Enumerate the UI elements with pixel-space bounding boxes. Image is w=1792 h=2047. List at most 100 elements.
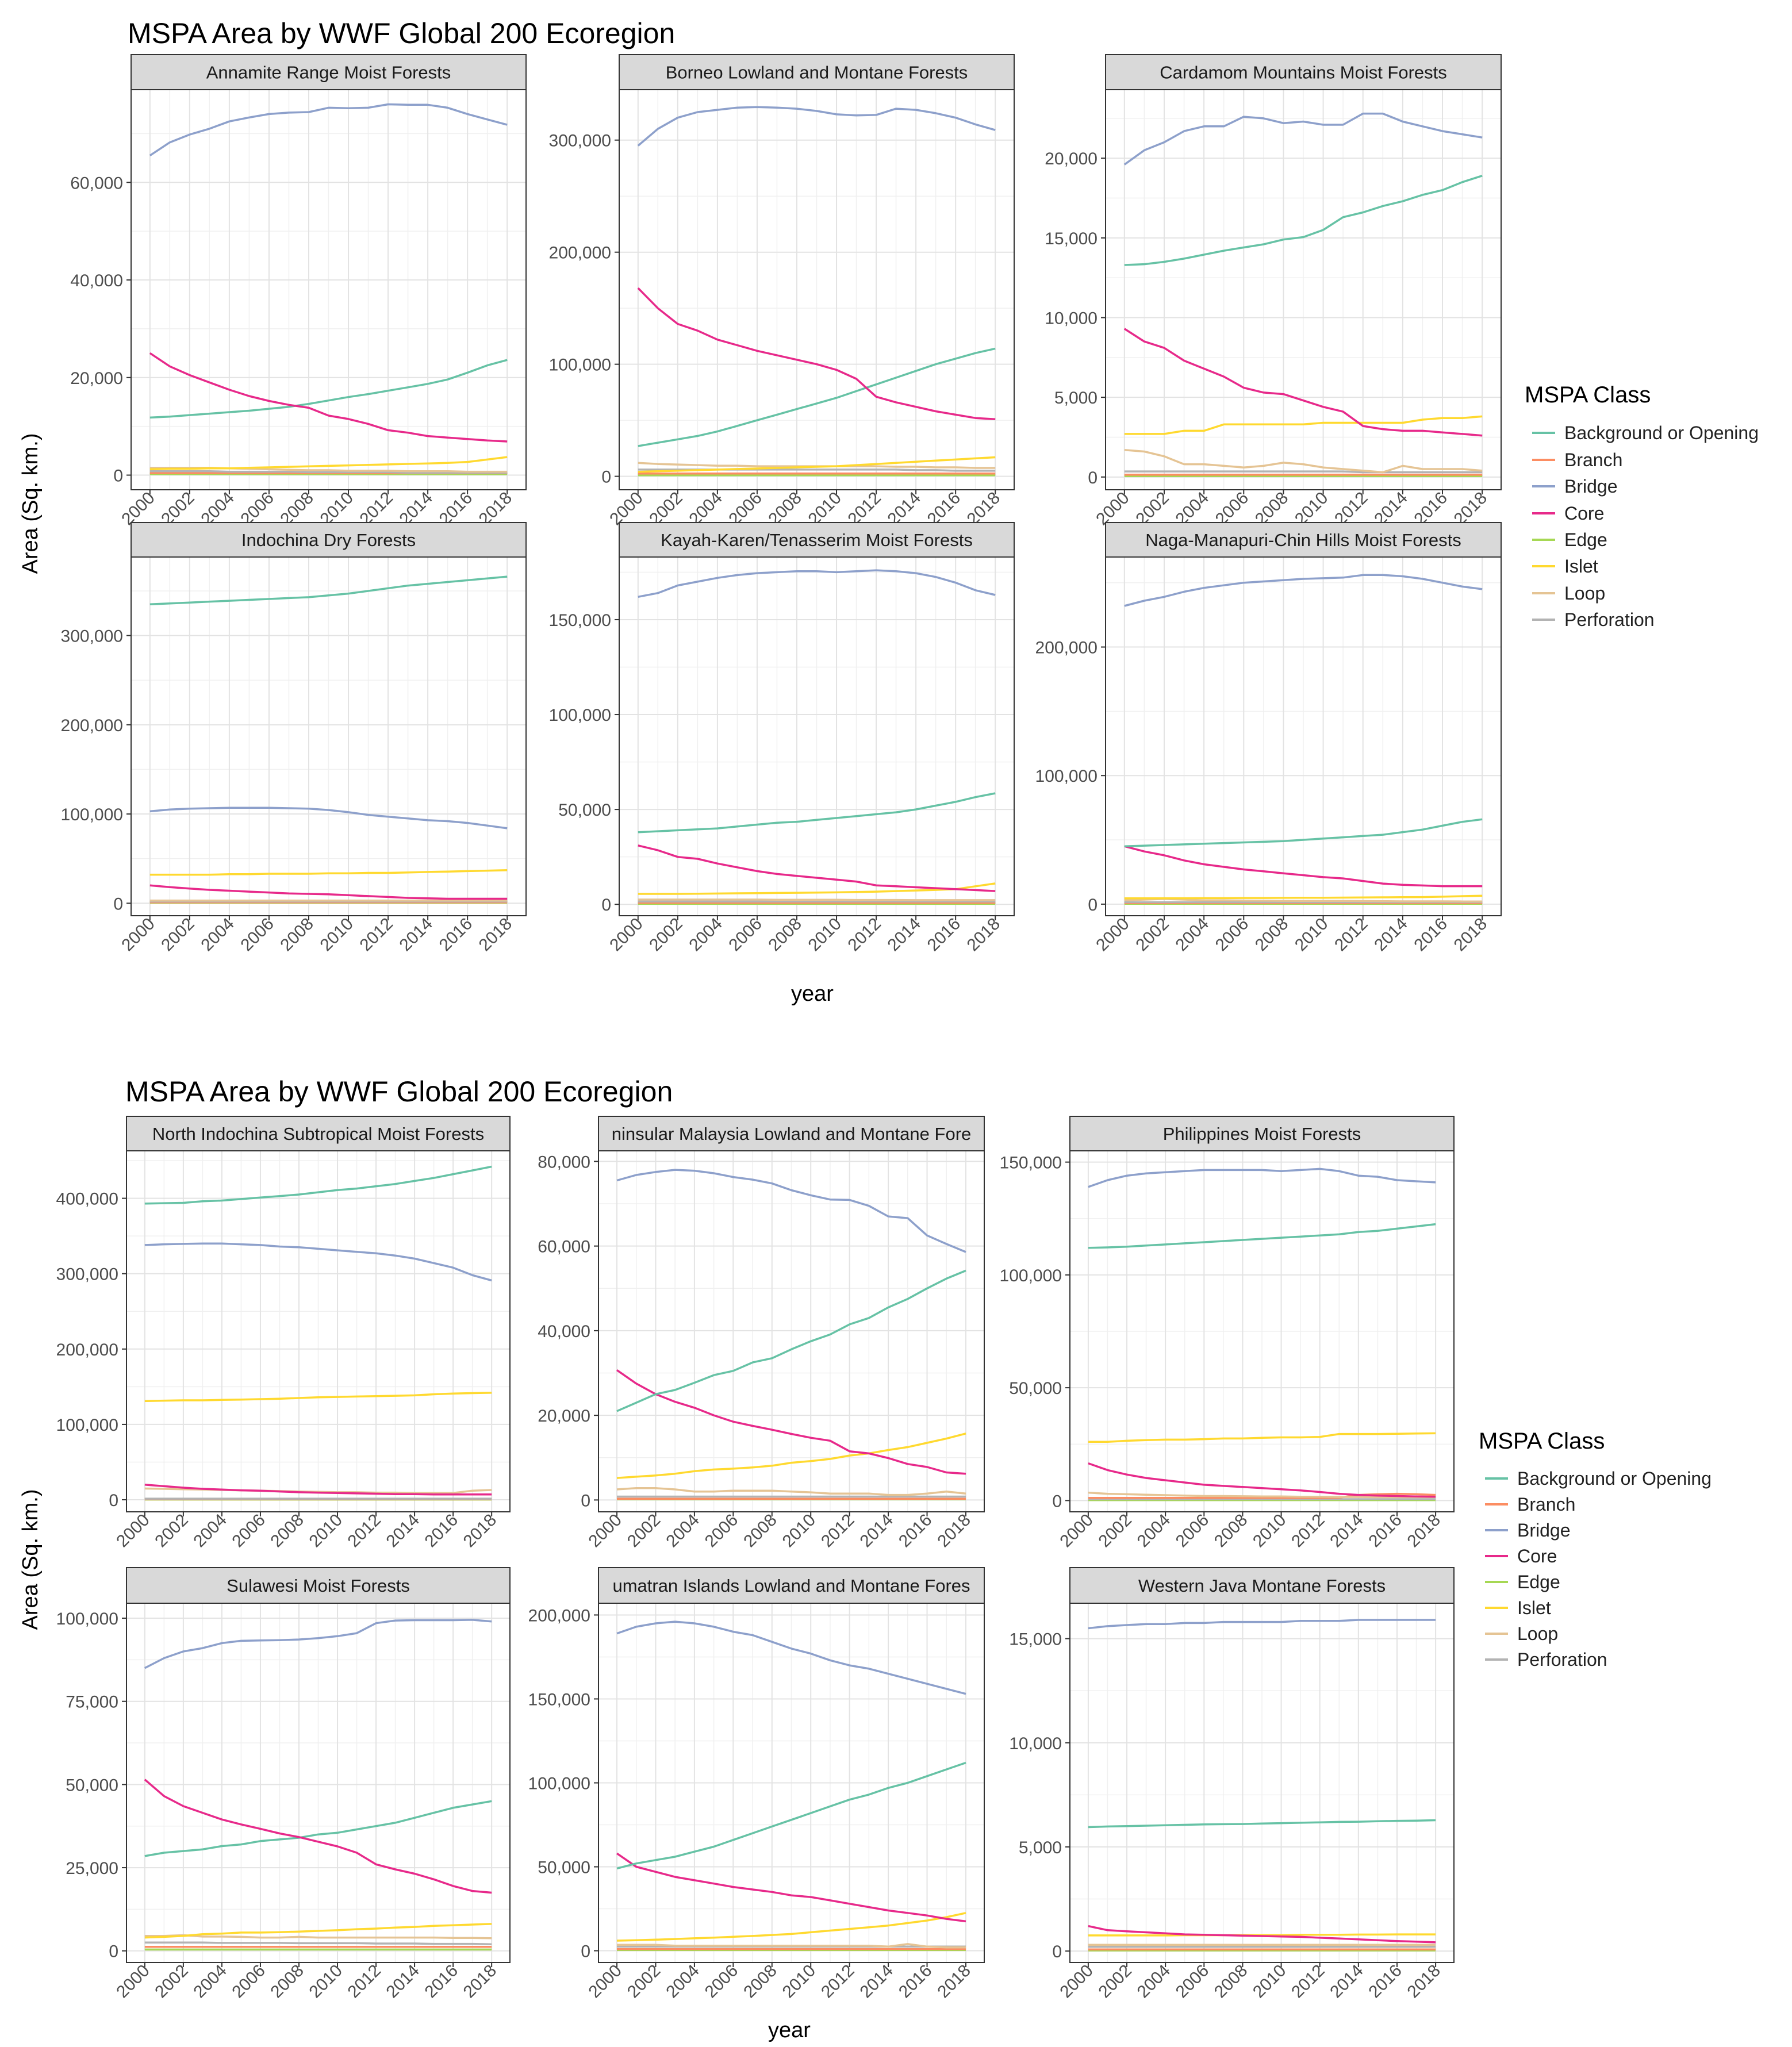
series-line-background-or-opening [638, 792, 996, 834]
svg-text:Loop: Loop [1564, 583, 1605, 604]
panel-border [1105, 556, 1502, 916]
series-line-branch [1088, 1492, 1436, 1499]
panel-strip [598, 1567, 985, 1604]
panel-8: ninsular Malaysia Lowland and Montane Fo… [538, 1116, 985, 1551]
panel-7: North Indochina Subtropical Moist Forest… [56, 1116, 511, 1551]
y-tick-label: 150,000 [549, 611, 611, 630]
series-line-islet [144, 1392, 492, 1403]
series-line-core [637, 287, 996, 420]
series-line-loop [1088, 1491, 1436, 1499]
figure-1-legend-title: MSPA Class [1525, 382, 1651, 408]
svg-text:Core: Core [1564, 503, 1604, 524]
series-line-bridge [1124, 574, 1483, 607]
y-tick-label: 80,000 [538, 1153, 590, 1172]
y-tick-label: 25,000 [66, 1859, 118, 1878]
svg-text:Perforation: Perforation [1564, 609, 1655, 630]
series-line-background-or-opening [144, 1165, 492, 1205]
y-tick-label: 200,000 [56, 1341, 118, 1359]
panel-strip [619, 54, 1015, 90]
y-tick-label: 50,000 [558, 801, 611, 820]
series-line-perforation [149, 470, 508, 474]
figure-2-y-axis-label: Area (Sq. km.) [18, 1489, 43, 1630]
y-tick-label: 150,000 [528, 1690, 590, 1709]
y-tick-label: 100,000 [549, 706, 611, 725]
series-line-islet [144, 1923, 492, 1939]
svg-text:Background or Opening: Background or Opening [1517, 1468, 1712, 1489]
series-line-islet [1088, 1432, 1436, 1443]
figure-2-legend-item: Background or Opening [1485, 1468, 1712, 1489]
figure-1-y-axis-label: Area (Sq. km.) [18, 433, 43, 574]
svg-text:Islet: Islet [1517, 1597, 1551, 1618]
figure-2-legend-item: Branch [1485, 1494, 1575, 1515]
y-tick-label: 10,000 [1045, 309, 1098, 328]
series-line-bridge [1123, 112, 1483, 166]
panel-border [598, 1603, 985, 1963]
y-tick-label: 200,000 [61, 716, 123, 735]
panel-border [598, 1150, 985, 1512]
panel-title: ninsular Malaysia Lowland and Montane Fo… [612, 1124, 972, 1144]
series-line-core [1088, 1462, 1436, 1498]
panel-strip [126, 1567, 511, 1604]
series-line-loop [1124, 448, 1483, 474]
y-tick-label: 0 [1088, 896, 1098, 915]
y-tick-label: 0 [1088, 468, 1098, 487]
series-line-core [616, 1369, 966, 1475]
y-tick-label: 0 [581, 1491, 590, 1510]
series-line-islet [1124, 415, 1483, 435]
series-line-core [638, 844, 996, 892]
y-tick-label: 150,000 [1000, 1154, 1062, 1173]
series-line-bridge [616, 1620, 966, 1695]
panel-border [1069, 1150, 1455, 1512]
series-line-islet [638, 456, 996, 473]
y-tick-label: 50,000 [1009, 1379, 1062, 1398]
y-tick-label: 50,000 [66, 1776, 118, 1795]
svg-text:Branch: Branch [1517, 1494, 1575, 1515]
y-tick-label: 5,000 [1019, 1838, 1062, 1857]
figure-1-x-axis-label: year [791, 982, 834, 1006]
figure-2-x-axis-label: year [768, 2018, 811, 2042]
svg-text:Islet: Islet [1564, 556, 1598, 577]
figure-1-title: MSPA Area by WWF Global 200 Ecoregion [128, 17, 675, 49]
figure-2-legend-item: Islet [1485, 1597, 1551, 1618]
y-tick-label: 200,000 [1035, 639, 1098, 658]
series-line-bridge [637, 106, 996, 147]
figure-1-legend-item: Core [1532, 503, 1604, 524]
svg-text:Branch: Branch [1564, 450, 1622, 470]
y-tick-label: 20,000 [70, 369, 123, 388]
figure-1-legend-item: Bridge [1532, 476, 1618, 497]
series-line-islet [616, 1912, 966, 1942]
figure-1-legend-item: Islet [1532, 556, 1598, 577]
figure-1-legend-item: Perforation [1532, 609, 1655, 630]
y-tick-label: 100,000 [56, 1416, 118, 1435]
y-tick-label: 20,000 [538, 1407, 590, 1426]
figure-2-legend-item: Edge [1485, 1572, 1560, 1592]
series-line-bridge [144, 1242, 492, 1282]
panel-border [131, 556, 527, 916]
y-tick-label: 100,000 [61, 805, 123, 824]
series-line-bridge [638, 569, 996, 598]
figure-2-legend-title: MSPA Class [1479, 1428, 1605, 1454]
figure-2-legend-item: Core [1485, 1546, 1557, 1566]
series-line-islet [1088, 1933, 1436, 1937]
y-tick-label: 100,000 [56, 1610, 118, 1629]
figure-1-legend-item: Edge [1532, 529, 1607, 550]
series-line-bridge [144, 1619, 492, 1669]
y-tick-label: 10,000 [1009, 1734, 1062, 1753]
panel-10: Sulawesi Moist Forests200020022004200620… [56, 1567, 511, 2002]
series-line-bridge [616, 1169, 966, 1253]
series-line-bridge [1088, 1619, 1436, 1630]
panel-strip [1105, 54, 1502, 90]
series-line-core [1123, 328, 1483, 437]
series-line-islet [616, 1432, 966, 1479]
panel-title: umatran Islands Lowland and Montane Fore… [612, 1576, 970, 1596]
svg-text:Bridge: Bridge [1517, 1520, 1571, 1541]
series-line-bridge [149, 806, 508, 829]
y-tick-label: 20,000 [1045, 149, 1098, 168]
y-tick-label: 400,000 [56, 1190, 118, 1209]
y-tick-label: 0 [581, 1942, 590, 1961]
y-tick-label: 5,000 [1054, 389, 1098, 408]
series-line-core [1088, 1925, 1436, 1944]
series-line-background-or-opening [1088, 1223, 1436, 1249]
panel-border [619, 89, 1015, 490]
